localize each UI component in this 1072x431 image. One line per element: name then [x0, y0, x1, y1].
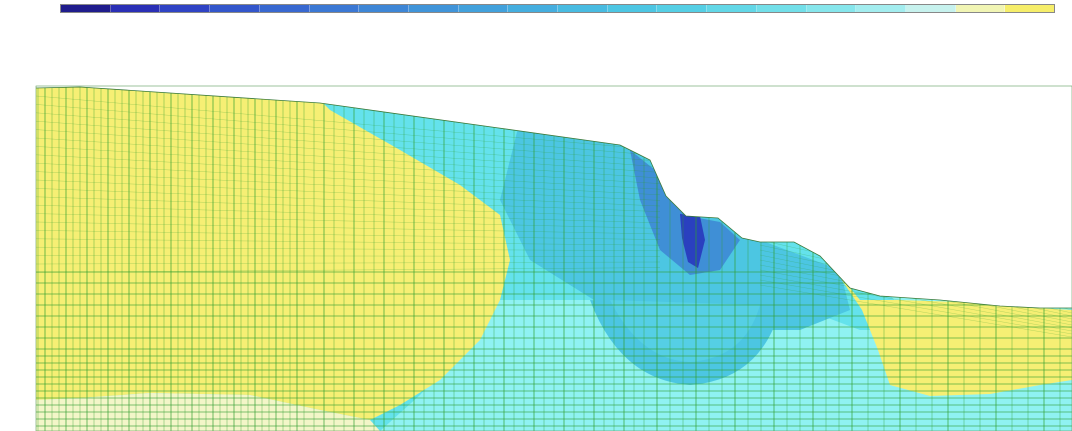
color-scale-legend [60, 4, 1055, 13]
legend-color-swatch [309, 5, 360, 12]
mesh-slanted-line [36, 267, 661, 273]
section-frame [35, 85, 1072, 431]
zone-yellow-right [835, 270, 1072, 396]
mesh-slanted-line [36, 247, 661, 251]
legend-color-swatch [508, 5, 559, 12]
mesh-slanted-line [36, 146, 661, 184]
zone-bulb-inner [610, 300, 760, 362]
section-domain [36, 87, 1072, 431]
legend-color-swatch [61, 5, 111, 12]
legend-color-swatch [905, 5, 956, 12]
mesh-slanted-line [36, 163, 661, 195]
mesh-slanted-line [36, 221, 661, 235]
legend-color-swatch [955, 5, 1006, 12]
legend-color-swatch [359, 5, 409, 12]
mesh-slanted-line [36, 261, 661, 265]
mesh-slanted-line [36, 121, 661, 167]
legend-color-swatch [756, 5, 807, 12]
mesh-slanted-line [759, 284, 1072, 338]
legend-color-swatch [558, 5, 608, 12]
mesh-slanted-line [36, 129, 661, 173]
mesh-slanted-line [36, 171, 661, 201]
legend-color-swatch [1005, 5, 1055, 12]
legend-color-swatch [259, 5, 310, 12]
zone-yellow-left [36, 87, 510, 420]
legend-color-swatch [657, 5, 708, 12]
mesh-slanted-line [36, 95, 661, 151]
legend-color-swatch [707, 5, 757, 12]
mesh-slanted-line [759, 274, 1072, 332]
mesh-slanted-line [36, 137, 661, 179]
mesh-slanted-line [36, 112, 661, 162]
zone-blue-deep [680, 214, 705, 268]
mesh-slanted-line [36, 255, 661, 257]
mesh-slanted-line [759, 279, 1072, 335]
mesh-slanted-line [36, 205, 661, 223]
mesh-slanted-line [36, 188, 661, 212]
legend-color-swatch [806, 5, 857, 12]
legend-color-swatch [110, 5, 161, 12]
mesh-slanted-line [759, 269, 1072, 329]
legend-color-swatch [856, 5, 906, 12]
legend-color-swatch [210, 5, 260, 12]
mesh-slanted-line [36, 213, 661, 229]
legend-color-swatch [607, 5, 658, 12]
legend-color-swatch [458, 5, 509, 12]
zone-blue [630, 150, 740, 275]
mesh-slanted-line [36, 238, 661, 246]
mesh-slanted-line [36, 104, 661, 156]
mesh-slanted-line [36, 230, 661, 240]
legend-color-swatch [408, 5, 459, 12]
legend-color-swatch [160, 5, 211, 12]
mesh-slanted-line [36, 196, 661, 218]
ground-surface-outline [35, 86, 1072, 309]
mesh-slanted-line [36, 154, 661, 190]
mesh-slanted-line [36, 179, 661, 207]
